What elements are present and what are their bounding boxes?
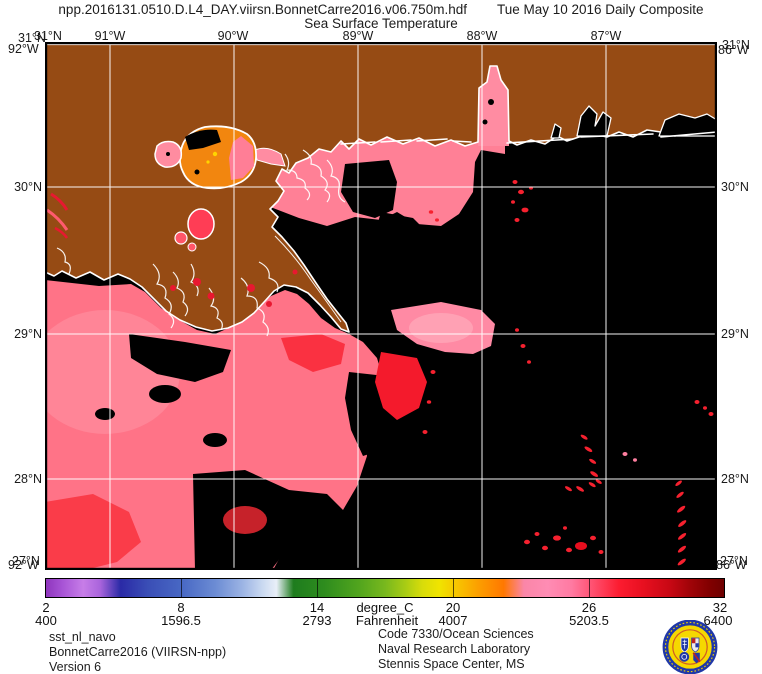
credit-code: Code 7330/Ocean Sciences [378,627,534,641]
cbar-c-tick-2: 2 [42,600,50,615]
lon-label-88w: 88°W [466,29,498,43]
marsh-outlines [56,149,346,337]
east-coast-bays [550,105,717,139]
corner-tr-lon: 86°W [718,43,749,57]
cbar-f-tick-4007: 4007 [438,613,468,628]
lon-label-89w: 89°W [342,29,374,43]
cbar-c-tick-26: 26 [581,600,597,615]
corner-tr-lat: 31°N [722,38,750,52]
sst-speckles [422,180,714,566]
sst-map-image [45,42,717,570]
corner-bl-lat: 27°N [12,554,40,568]
nrl-seal-icon [662,620,718,674]
lat-label-left-29n: 29°N [14,327,42,341]
corner-br-lon: 86°W [716,558,747,572]
hot-water-patches [45,192,427,570]
composite-date-label: Tue May 10 2016 Daily Composite [496,2,704,17]
version-label: Version 6 [49,660,102,674]
marsh-ponds [170,269,298,307]
lakes [154,125,286,252]
credit-location: Stennis Space Center, MS [378,657,525,671]
corner-bl-lon: 92°W [8,558,39,572]
cbar-f-tick-5203: 5203.5 [569,613,609,628]
colorbar-tick [589,578,590,598]
subtitle: Sea Surface Temperature [304,16,458,31]
lat-label-right-30n: 30°N [721,180,749,194]
cbar-unit-fahrenheit: Fahrenheit [355,613,419,628]
filename-label: npp.2016131.0510.D.L4_DAY.viirsn.BonnetC… [58,2,467,17]
map-border [45,42,717,570]
credit-lab: Naval Research Laboratory [378,642,531,656]
cbar-f-tick-400: 400 [35,613,57,628]
cbar-c-tick-32: 32 [712,600,728,615]
lon-label-90w: 90°W [217,29,249,43]
cbar-unit-celsius: degree_C [356,600,414,615]
product-info-block: sst_nl_navo BonnetCarre2016 (VIIRSN-npp)… [49,630,226,674]
temperature-colorbar [45,578,725,598]
lat-label-left-30n: 30°N [14,180,42,194]
barrier-islands [340,131,717,145]
land-mass [45,42,717,333]
corner-br-lat: 27°N [720,554,748,568]
graticule-gridlines [45,42,717,570]
colorbar-tick [453,578,454,598]
cbar-f-tick-2793: 2793 [302,613,332,628]
product-name: sst_nl_navo [49,630,116,644]
cbar-c-tick-14: 14 [309,600,325,615]
cbar-c-tick-20: 20 [445,600,461,615]
cbar-f-tick-6400: 6400 [703,613,733,628]
lon-label-91w: 91°W [94,29,126,43]
region-sensor: BonnetCarre2016 (VIIRSN-npp) [49,645,227,659]
cbar-c-tick-8: 8 [177,600,185,615]
title-line: npp.2016131.0510.D.L4_DAY.viirsn.BonnetC… [0,2,762,17]
corner-tl-lon: 92°W [8,42,39,56]
lat-label-right-28n: 28°N [721,472,749,486]
cbar-f-tick-1596: 1596.5 [161,613,201,628]
lon-label-87w: 87°W [590,29,622,43]
colorbar-tick [317,578,318,598]
corner-tl-lat: 31°N [18,31,46,45]
credit-block: Code 7330/Ocean Sciences Naval Research … [378,627,534,672]
lat-label-right-29n: 29°N [721,327,749,341]
lat-label-left-28n: 28°N [14,472,42,486]
colorbar-tick [181,578,182,598]
top-lat-label: 31°N [34,29,62,43]
